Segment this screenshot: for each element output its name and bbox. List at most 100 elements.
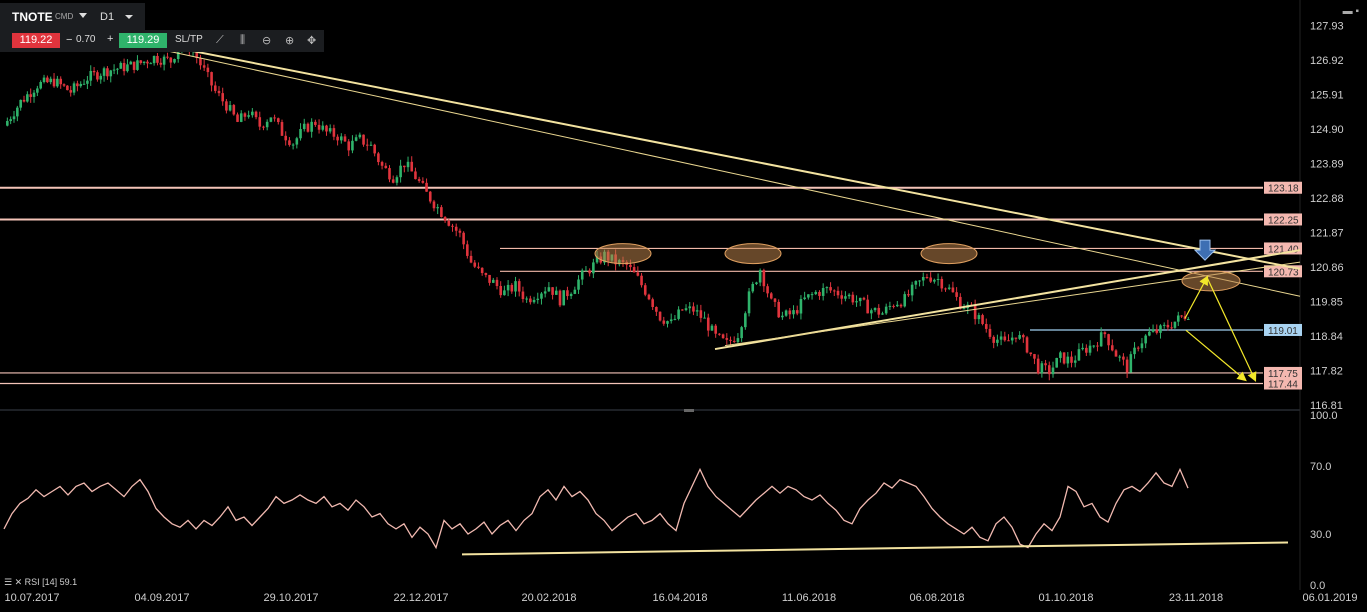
candle-body [321, 125, 325, 130]
candle-body [910, 284, 914, 296]
candle [1029, 352, 1033, 357]
buy-price-button[interactable]: 119.29 [119, 33, 167, 48]
candle-body [76, 83, 79, 87]
candle-body [469, 255, 473, 263]
volume-value[interactable]: 0.70 [76, 34, 96, 45]
candle-body [1140, 343, 1144, 349]
candle [1014, 337, 1018, 343]
candle-body [1148, 331, 1151, 336]
candle [773, 298, 777, 307]
candle [122, 58, 126, 76]
candle [1096, 341, 1099, 352]
candle-body [1096, 345, 1099, 347]
candle [1159, 324, 1162, 339]
candles-icon[interactable]: ⫼ [240, 34, 246, 46]
candle [914, 280, 918, 290]
candle [132, 61, 136, 74]
candle [217, 86, 221, 97]
candle [262, 125, 265, 131]
candle-body [284, 135, 288, 141]
candle-body [1110, 345, 1114, 351]
candle [265, 119, 269, 131]
candle-body [436, 207, 439, 209]
candle [692, 302, 695, 316]
candle [896, 300, 899, 308]
candle-body [52, 78, 56, 87]
indicator-menu-icon[interactable]: ☰ [4, 577, 13, 587]
candle-body [343, 136, 347, 142]
candle-body [595, 256, 599, 263]
candle-body [855, 301, 858, 303]
candle-body [547, 287, 551, 292]
candle [1144, 334, 1147, 349]
candle-body [173, 59, 176, 63]
indicator-close-icon[interactable]: ✕ [14, 577, 23, 587]
zoom-out-icon[interactable]: ⊖ [262, 35, 272, 47]
candle-body [373, 144, 376, 154]
candle-body [328, 128, 332, 132]
candle [247, 110, 250, 119]
candle-body [781, 315, 784, 318]
volume-decrease-button[interactable]: − [66, 34, 73, 46]
candle-body [1059, 352, 1062, 358]
candle [718, 333, 721, 336]
candle-body [951, 287, 955, 293]
candle-body [725, 338, 729, 340]
projection-arrow-1 [1206, 277, 1257, 382]
minimize-icon[interactable]: ▬ [1342, 6, 1353, 17]
candle-body [132, 61, 136, 70]
candle [1007, 334, 1010, 342]
level-label-0: 123.18 [1268, 184, 1299, 195]
candle [755, 281, 758, 286]
timeframe-dropdown-icon[interactable] [125, 15, 133, 19]
sl-tp-button[interactable]: SL/TP [175, 34, 203, 45]
candle [26, 91, 29, 103]
candle [744, 311, 747, 330]
candle-body [447, 220, 451, 226]
candle-body [773, 298, 777, 302]
candle [655, 306, 658, 316]
candle [558, 289, 562, 308]
symbol-label[interactable]: TNOTE [12, 10, 53, 24]
volume-increase-button[interactable]: + [107, 33, 114, 45]
candle [72, 81, 76, 96]
candle [929, 272, 932, 284]
level-label-bg-0 [1264, 181, 1302, 194]
candle-body [96, 72, 99, 80]
candle-body [273, 117, 276, 119]
candle [933, 278, 936, 284]
zoom-in-icon[interactable]: ⊕ [285, 35, 295, 47]
timeframe-label[interactable]: D1 [100, 11, 115, 23]
candle-body [276, 118, 280, 123]
candle [1036, 354, 1040, 375]
candle [514, 276, 517, 297]
candle [52, 73, 56, 88]
line-chart-icon[interactable]: ⟋ [216, 34, 224, 46]
candle-body [421, 180, 425, 183]
level-label-bg-5 [1264, 366, 1302, 379]
candle-body [933, 279, 936, 282]
move-icon[interactable]: ✥ [307, 35, 317, 47]
candle [112, 64, 116, 75]
candle [714, 323, 717, 338]
candle [49, 76, 53, 85]
candle [1092, 345, 1096, 349]
candle-body [82, 83, 86, 85]
sell-price-button[interactable]: 119.22 [12, 33, 60, 48]
candle-body [1133, 347, 1136, 355]
candle-body [870, 310, 873, 314]
window-controls[interactable]: ▬ ▪ [1343, 6, 1359, 17]
rsi-indicator-label[interactable]: ☰ ✕ RSI [14] 59.1 [4, 577, 77, 588]
candle-body [992, 336, 995, 343]
candle-body [488, 274, 491, 283]
candle [92, 67, 96, 76]
candle-body [1136, 347, 1140, 349]
candle-body [166, 56, 169, 58]
candle [1073, 355, 1077, 368]
candle-body [1040, 363, 1044, 374]
symbol-dropdown-icon[interactable] [79, 13, 87, 18]
candle-body [354, 137, 358, 141]
date-tick-label-9: 23.11.2018 [1169, 592, 1223, 604]
maximize-icon[interactable]: ▪ [1355, 6, 1359, 17]
